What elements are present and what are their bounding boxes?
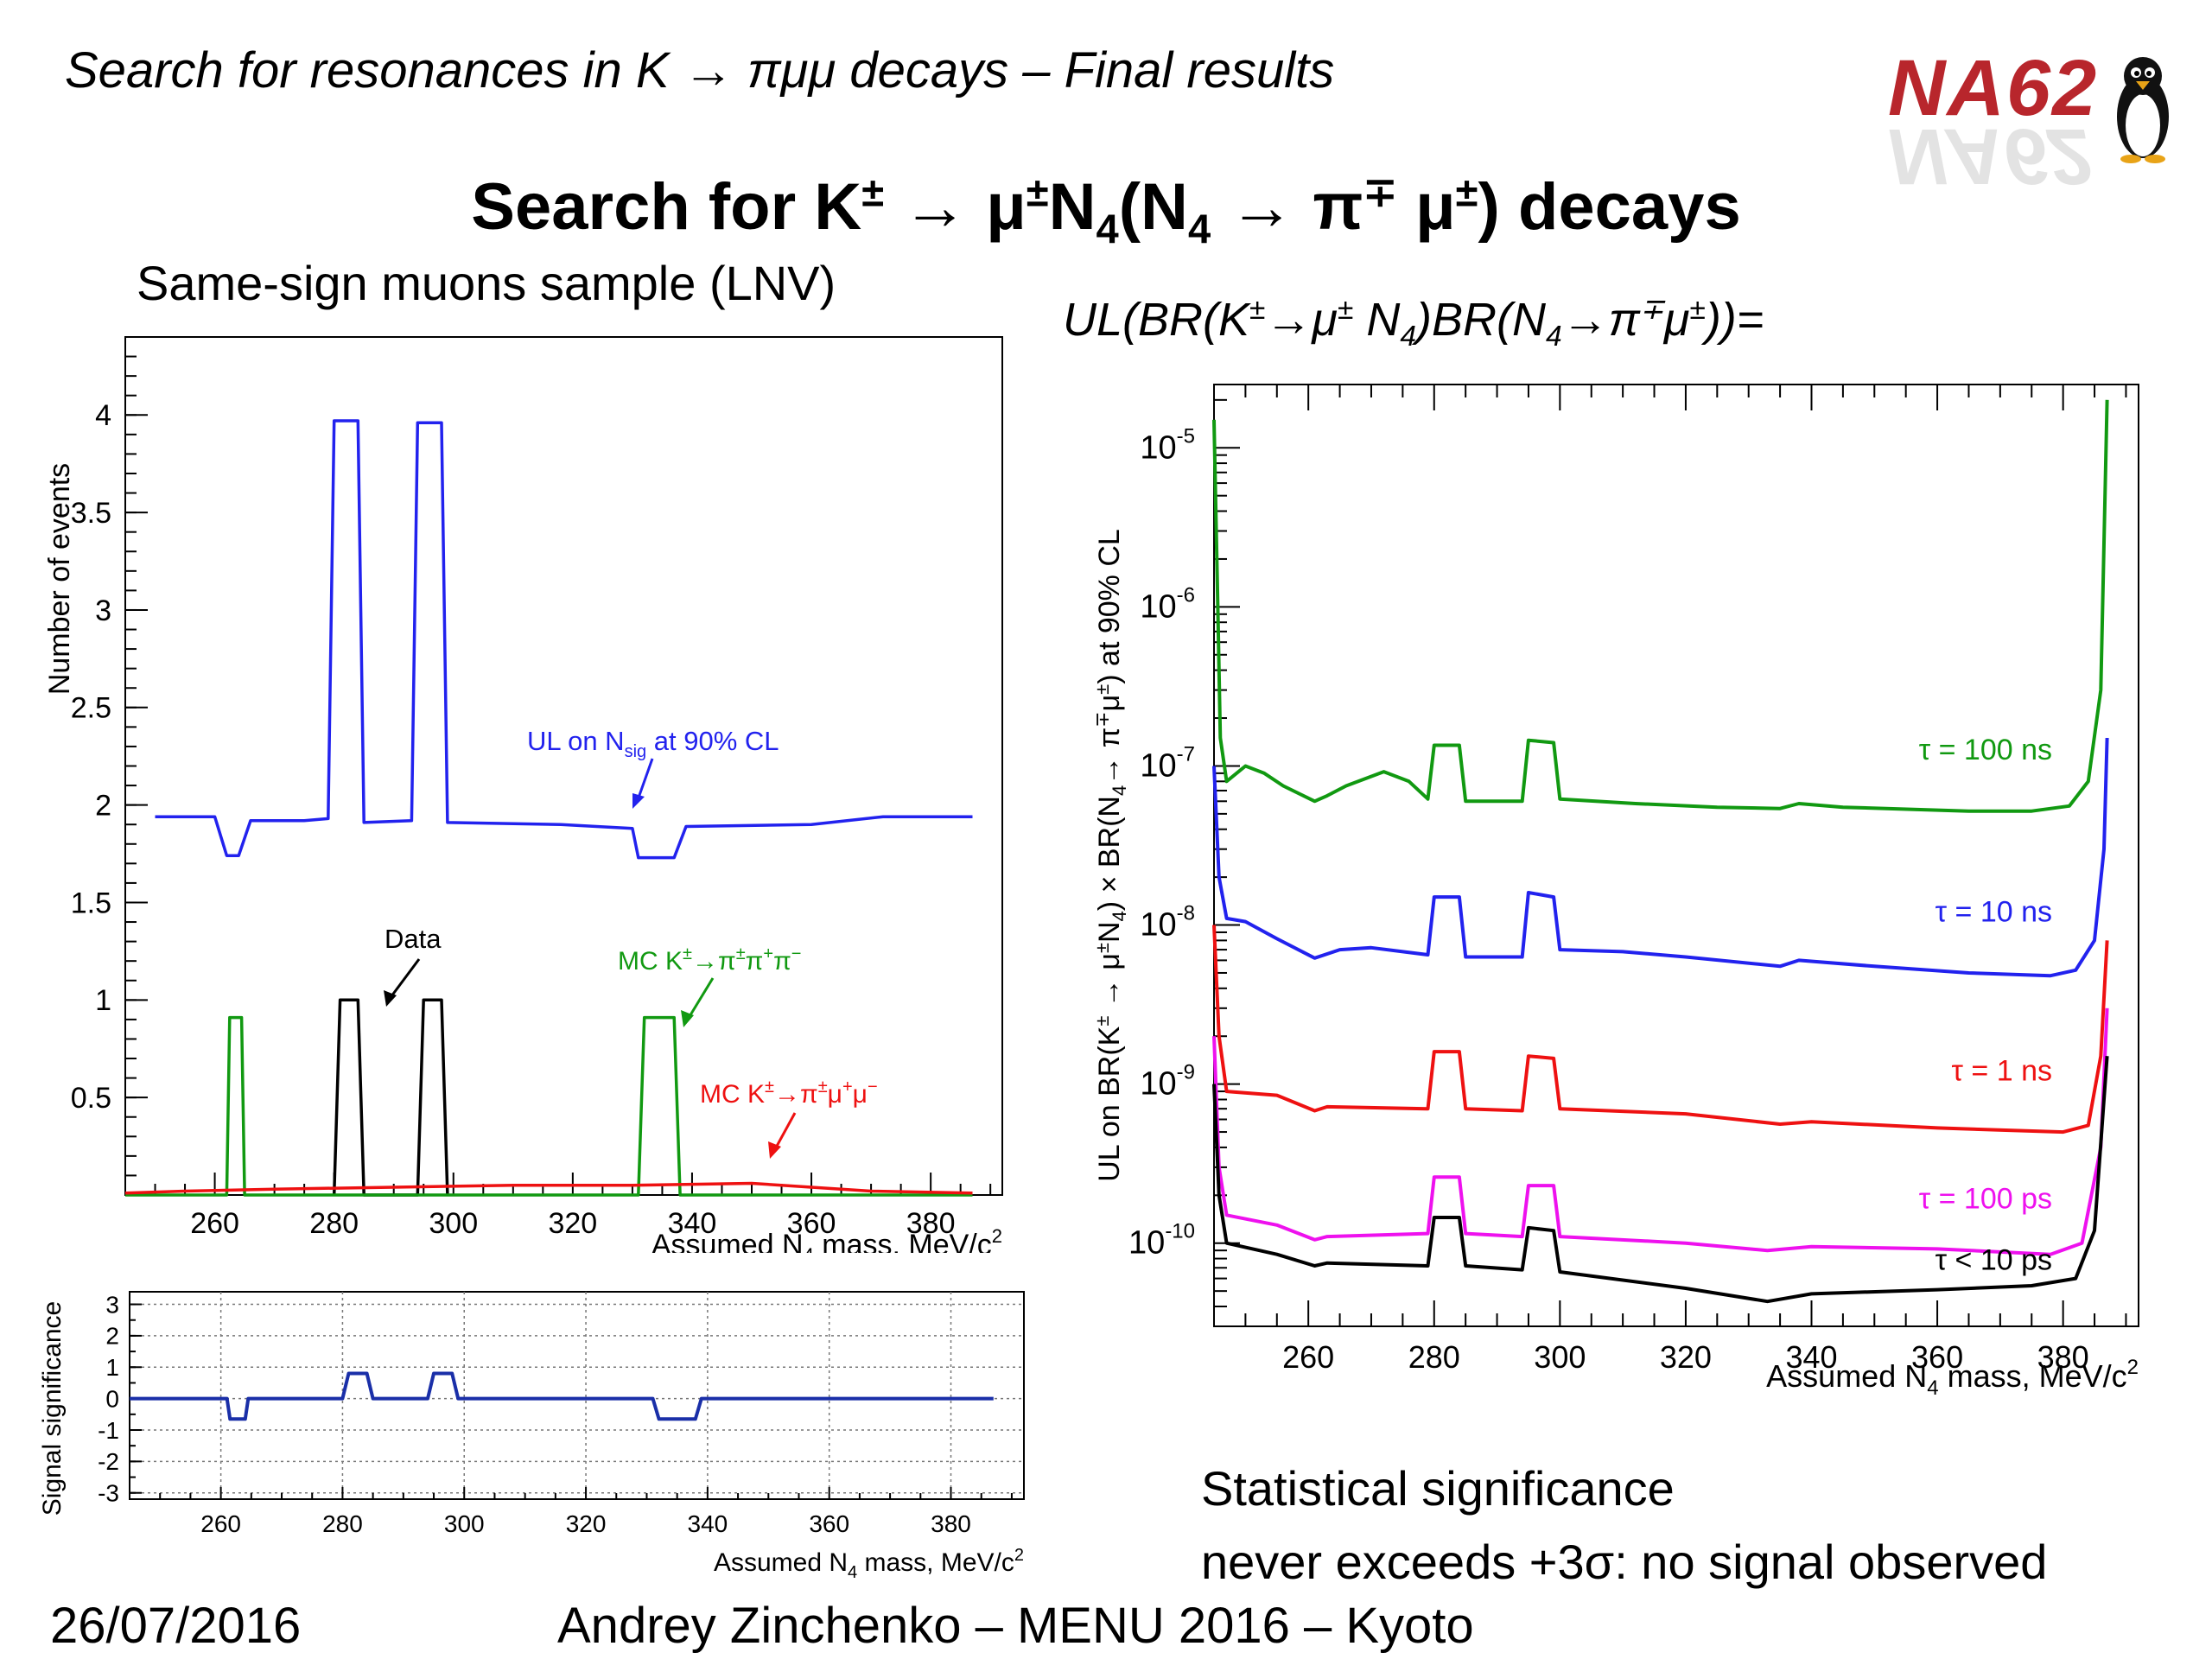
y-tick-label: 0.5 — [71, 1082, 111, 1115]
y-tick-label: 10-5 — [1140, 424, 1195, 466]
y-tick-label: 4 — [95, 399, 111, 432]
series-line-red — [1212, 925, 2109, 1135]
x-tick-label: 280 — [309, 1207, 359, 1240]
series-label-red: τ = 1 ns — [1952, 1055, 2052, 1088]
y-tick-label: 2 — [105, 1323, 119, 1350]
data-annotation: Data — [385, 924, 442, 954]
x-tick-label: 280 — [1408, 1339, 1460, 1375]
significance-ylabel: Signal significance — [38, 1301, 67, 1516]
series-line-magenta — [1212, 1007, 2109, 1256]
y-tick-label: -2 — [98, 1448, 119, 1475]
penguin-icon — [2117, 57, 2169, 163]
x-tick-label: 380 — [931, 1510, 971, 1537]
ul-chart: 260 280 300 320 340 360 380 10-10 10-9 10-8 10-7 10… — [1091, 384, 2139, 1400]
y-tick-label: -1 — [98, 1417, 119, 1444]
events-chart: 260 280 300 320 340 360 380 0.5 1 1.5 2 2.5 3 3.5 4 Nu… — [43, 336, 1003, 1253]
x-tick-label: 360 — [787, 1207, 836, 1240]
slide-title: Search for K± → μ±N4(N4 → π∓ μ±) decays — [0, 168, 2212, 253]
series-line-red — [124, 1181, 973, 1195]
events-xlabel: Assumed N4 mass, MeV/c2 — [652, 1225, 1002, 1253]
significance-plot-frame — [129, 1291, 1025, 1500]
data-arrow — [390, 958, 421, 997]
ul-plot-frame — [1213, 384, 2139, 1327]
mcpimumu-arrowhead — [768, 1141, 781, 1159]
x-tick-label: 340 — [668, 1207, 717, 1240]
series-line-blue — [155, 419, 973, 860]
significance-xlabel: Assumed N4 mass, MeV/c2 — [714, 1546, 1024, 1582]
x-tick-label: 320 — [1660, 1339, 1712, 1375]
data-arrowhead — [384, 990, 397, 1007]
y-tick-label: 2 — [95, 790, 111, 823]
x-tick-label: 380 — [906, 1207, 956, 1240]
series-line-black — [1212, 1056, 2109, 1304]
mcpimumu-annotation: MC K±→π±μ+μ− — [700, 1077, 878, 1109]
na62-logo: NA62 NA62 — [1879, 43, 2182, 200]
series-line-black — [332, 998, 449, 1197]
y-tick-label: 10-7 — [1140, 742, 1195, 784]
slide-header: Search for resonances in K → πμμ decays … — [65, 42, 1335, 99]
x-tick-label: 340 — [688, 1510, 728, 1537]
logo-text: NA62 — [1888, 44, 2099, 132]
mc3pi-arrowhead — [681, 1010, 694, 1027]
y-tick-label: 10-10 — [1128, 1220, 1195, 1262]
x-tick-label: 260 — [1282, 1339, 1334, 1375]
x-tick-label: 280 — [322, 1510, 363, 1537]
x-tick-label: 260 — [200, 1510, 241, 1537]
x-tick-label: 300 — [1534, 1339, 1586, 1375]
x-tick-label: 320 — [548, 1207, 597, 1240]
y-tick-label: 0 — [105, 1385, 119, 1412]
series-line-green — [1212, 399, 2109, 813]
sample-subtitle: Same-sign muons sample (LNV) — [137, 256, 836, 310]
ul-xlabel: Assumed N4 mass, MeV/c2 — [1766, 1356, 2139, 1400]
y-tick-label: 3 — [105, 1291, 119, 1318]
y-tick-label: 10-8 — [1140, 902, 1195, 944]
y-tick-label: 2.5 — [71, 692, 111, 725]
y-tick-label: 3 — [95, 594, 111, 627]
y-tick-label: 1.5 — [71, 887, 111, 919]
y-tick-label: 1 — [95, 984, 111, 1017]
mcpimumu-arrow — [773, 1112, 797, 1150]
events-plot-frame — [124, 336, 1003, 1196]
x-tick-label: 320 — [566, 1510, 607, 1537]
ul-formula: UL(BR(K±→μ± N4)BR(N4→π∓μ±))= — [1063, 294, 1764, 353]
ul-arrowhead — [632, 793, 645, 809]
title-text: Search for K± → μ±N4(N4 → π∓ μ±) decays — [471, 169, 1741, 252]
x-tick-label: 360 — [1911, 1339, 1963, 1375]
significance-chart: 260 280 300 320 340 360 380 -3 -2 -1 0 1 2 3 Signal s… — [38, 1291, 1025, 1582]
series-label-green: τ = 100 ns — [1919, 734, 2052, 766]
conclusion-line-2: never exceeds +3σ: no signal observed — [1201, 1535, 2048, 1589]
footer-talk: Andrey Zinchenko – MENU 2016 – Kyoto — [557, 1598, 1474, 1654]
x-tick-label: 340 — [1785, 1339, 1837, 1375]
y-tick-label: 10-6 — [1140, 583, 1195, 625]
mc3pi-arrow — [687, 977, 715, 1019]
footer-date: 26/07/2016 — [50, 1598, 302, 1654]
events-ylabel: Number of events — [43, 463, 76, 695]
ul-ylabel: UL on BR(K± → μ±N4) × BR(N4→ π∓μ±) at 90… — [1091, 529, 1130, 1182]
series-label-magenta: τ = 100 ps — [1919, 1183, 2052, 1216]
x-tick-label: 260 — [190, 1207, 239, 1240]
series-line-green — [125, 1015, 973, 1197]
series-line-darkblue — [130, 1371, 994, 1421]
y-tick-label: 10-9 — [1140, 1061, 1195, 1103]
x-tick-label: 300 — [444, 1510, 485, 1537]
x-tick-label: 380 — [2037, 1339, 2089, 1375]
series-line-blue — [1212, 737, 2109, 978]
x-tick-label: 300 — [429, 1207, 478, 1240]
series-label-black: τ < 10 ps — [1936, 1244, 2052, 1277]
y-tick-label: 3.5 — [71, 497, 111, 530]
conclusion-line-1: Statistical significance — [1201, 1461, 1675, 1516]
x-tick-label: 360 — [809, 1510, 849, 1537]
y-tick-label: -3 — [98, 1480, 119, 1507]
ul-annotation: UL on Nsig at 90% CL — [527, 726, 779, 761]
ul-arrow — [636, 758, 654, 801]
series-label-blue: τ = 10 ns — [1936, 896, 2052, 929]
mc3pi-annotation: MC K±→π±π+π− — [618, 944, 801, 976]
y-tick-label: 1 — [105, 1354, 119, 1381]
